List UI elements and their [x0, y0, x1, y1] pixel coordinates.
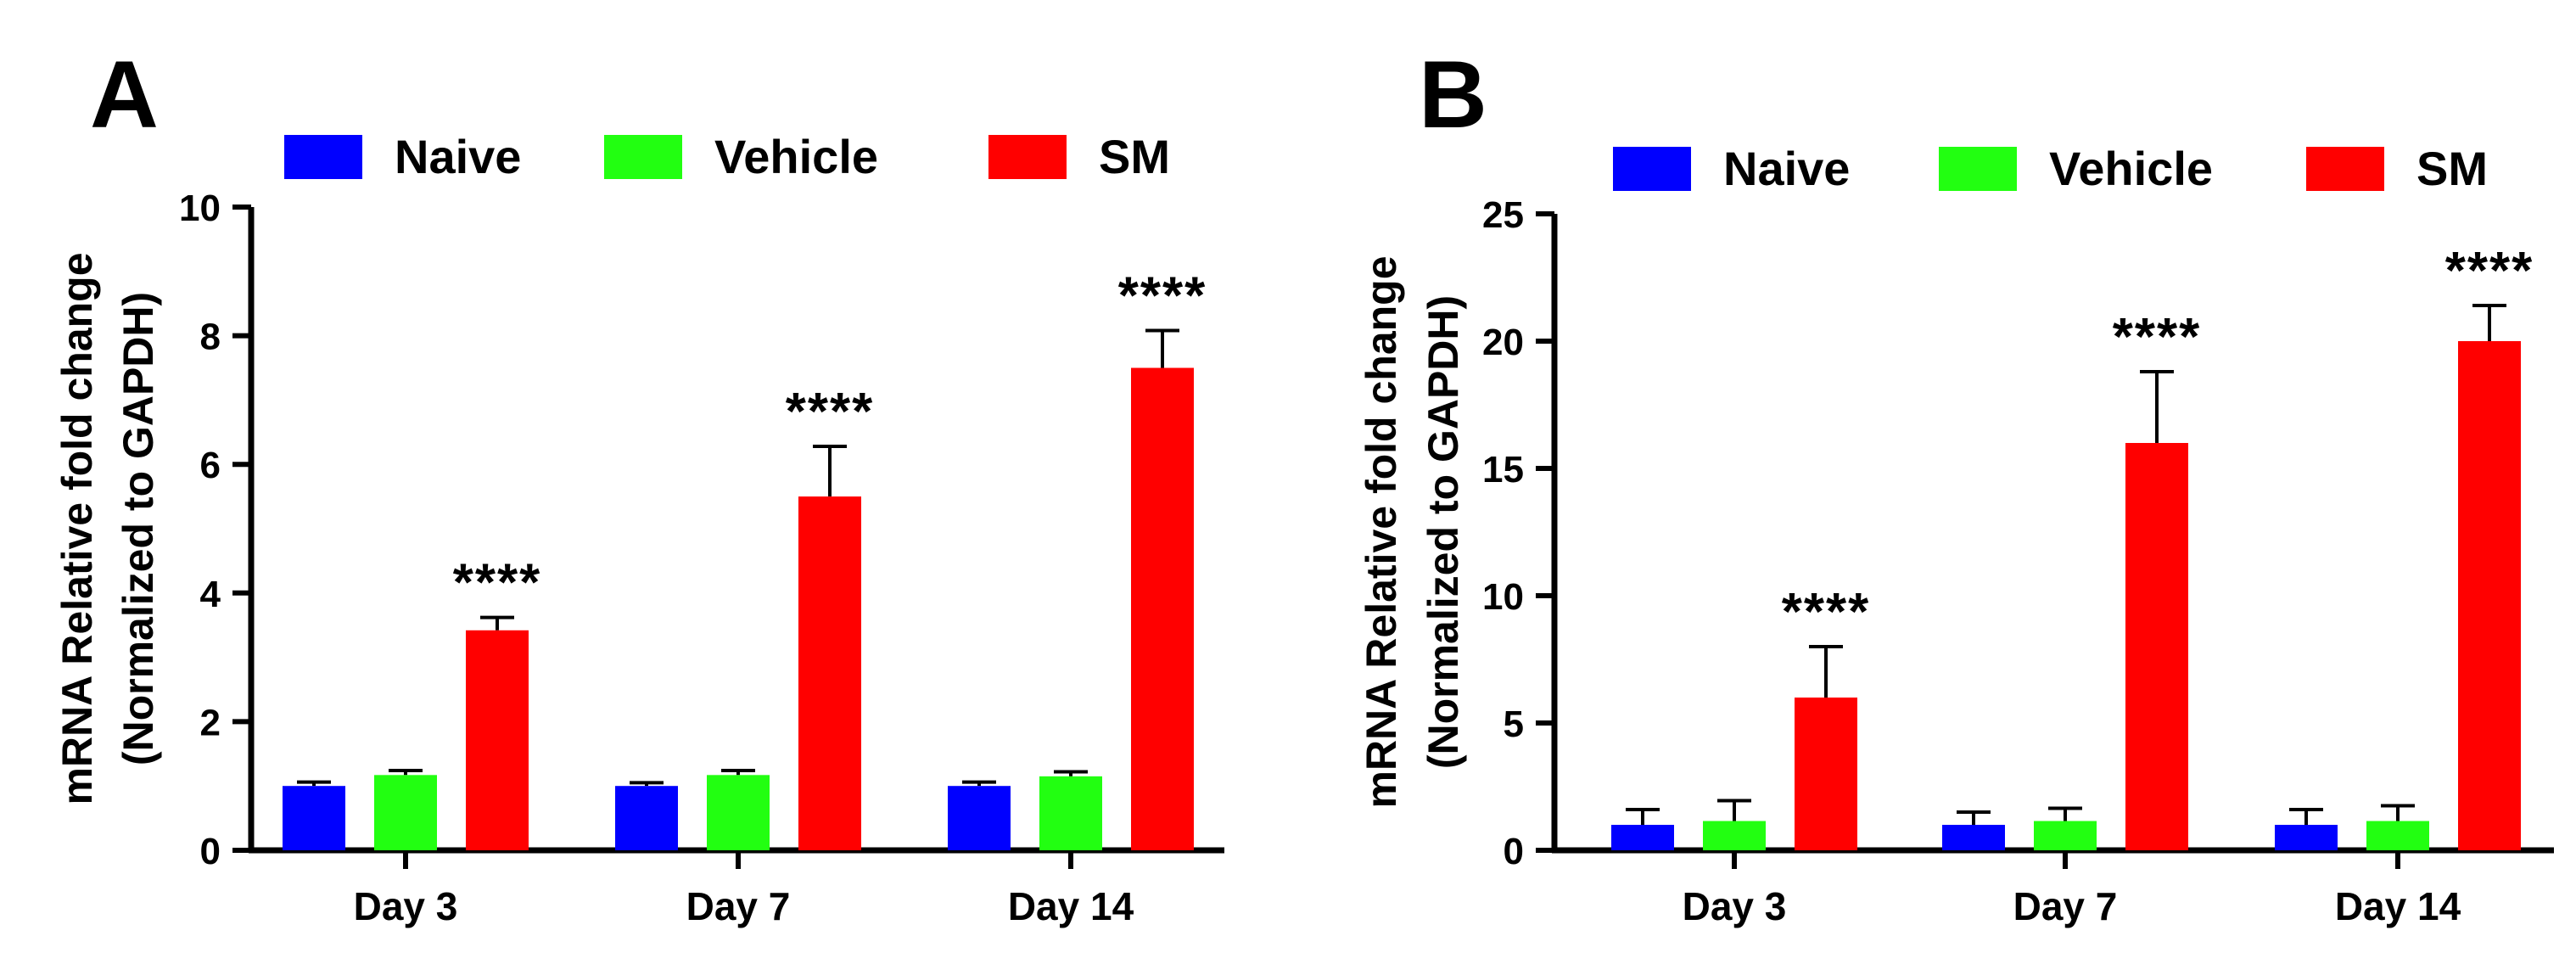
legend-swatch-sm — [2306, 147, 2384, 191]
legend-label-vehicle: Vehicle — [2049, 142, 2213, 195]
bar-vehicle — [374, 775, 437, 850]
bar-vehicle — [707, 775, 770, 850]
y-axis-label-line2: (Normalized to GAPDH) — [1420, 295, 1467, 769]
bar-naive — [1611, 825, 1674, 850]
y-tick-label: 5 — [1504, 703, 1524, 745]
significance-marker: **** — [453, 554, 542, 613]
legend-label-naive: Naive — [1723, 142, 1850, 195]
bar-naive — [283, 786, 345, 850]
y-tick-label: 6 — [200, 445, 221, 486]
y-tick-label: 25 — [1482, 194, 1524, 236]
panel-b: B Naive Vehicle SM mRNA Relative fold change… — [1358, 42, 2554, 928]
y-tick-label: 15 — [1482, 449, 1524, 490]
bar-sm — [1795, 698, 1857, 850]
bar-naive — [615, 786, 678, 850]
x-category-label: Day 14 — [1008, 884, 1134, 928]
y-tick-label: 8 — [200, 317, 221, 358]
bar-naive — [1942, 825, 2005, 850]
y-tick-label: 4 — [200, 574, 221, 615]
panel-a: A Naive Vehicle SM mRNA Relative fold change… — [53, 42, 1224, 928]
bar-vehicle — [2034, 821, 2097, 850]
legend-swatch-vehicle — [604, 135, 682, 179]
significance-marker: **** — [786, 383, 875, 441]
bar-vehicle — [1039, 776, 1102, 850]
bar-naive — [948, 786, 1011, 850]
bar-sm — [1131, 367, 1194, 850]
y-tick-label: 10 — [179, 188, 221, 229]
panel-letter: B — [1419, 42, 1487, 148]
bar-naive — [2275, 825, 2338, 850]
bar-sm — [798, 496, 861, 850]
legend-swatch-vehicle — [1939, 147, 2017, 191]
y-tick-label: 20 — [1482, 322, 1524, 363]
significance-marker: **** — [2445, 242, 2534, 300]
y-tick-label: 0 — [1504, 831, 1524, 872]
significance-marker: **** — [2113, 308, 2202, 367]
y-tick-label: 10 — [1482, 576, 1524, 618]
bar-vehicle — [2366, 821, 2429, 850]
x-category-label: Day 7 — [686, 884, 791, 928]
bar-sm — [2125, 443, 2188, 850]
legend-swatch-naive — [1613, 147, 1691, 191]
legend-label-vehicle: Vehicle — [714, 130, 878, 183]
y-axis-label-line1: mRNA Relative fold change — [53, 252, 101, 804]
y-tick-label: 0 — [200, 831, 221, 872]
y-axis-label-line1: mRNA Relative fold change — [1358, 255, 1405, 808]
legend-swatch-naive — [284, 135, 362, 179]
significance-marker: **** — [1118, 267, 1207, 326]
x-category-label: Day 14 — [2335, 884, 2461, 928]
bar-vehicle — [1703, 821, 1766, 850]
legend-swatch-sm — [988, 135, 1067, 179]
bar-sm — [2458, 341, 2521, 850]
y-tick-label: 2 — [200, 702, 221, 743]
panel-letter: A — [90, 42, 159, 148]
bar-sm — [466, 630, 529, 850]
x-category-label: Day 7 — [2013, 884, 2118, 928]
legend-label-sm: SM — [2416, 142, 2488, 195]
legend-label-naive: Naive — [395, 130, 521, 183]
y-axis-label-line2: (Normalized to GAPDH) — [115, 292, 162, 765]
x-category-label: Day 3 — [354, 884, 458, 928]
significance-marker: **** — [1782, 583, 1871, 642]
legend-label-sm: SM — [1099, 130, 1170, 183]
x-category-label: Day 3 — [1683, 884, 1787, 928]
